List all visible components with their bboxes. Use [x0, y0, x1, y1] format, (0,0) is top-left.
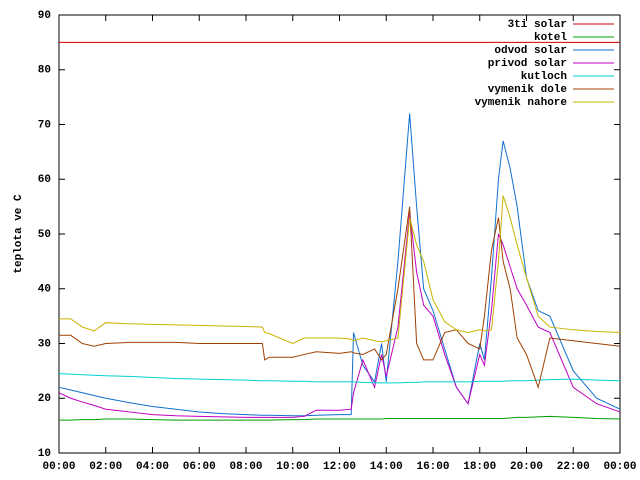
legend-label: privod solar	[488, 58, 567, 70]
x-tick-label: 22:00	[557, 461, 590, 473]
x-tick-label: 10:00	[276, 461, 309, 473]
series-line	[59, 415, 621, 421]
x-tick-label: 00:00	[603, 461, 636, 473]
series-line	[59, 206, 621, 390]
legend-label: kutloch	[521, 71, 567, 83]
y-tick-label: 90	[38, 10, 51, 22]
y-tick-label: 40	[38, 284, 51, 296]
x-tick-label: 04:00	[136, 461, 169, 473]
series-line	[58, 373, 621, 384]
y-tick-label: 30	[38, 338, 51, 350]
x-tick-label: 00:00	[42, 461, 75, 473]
x-tick-label: 14:00	[370, 461, 403, 473]
y-tick-label: 10	[38, 448, 51, 460]
y-tick-label: 80	[38, 65, 51, 77]
series-line	[58, 212, 621, 418]
legend-label: odvod solar	[494, 45, 567, 57]
legend-label: kotel	[534, 32, 567, 44]
series-line	[58, 113, 621, 417]
x-tick-label: 20:00	[510, 461, 543, 473]
legend-label: vymenik nahore	[475, 97, 568, 109]
x-tick-label: 18:00	[463, 461, 496, 473]
x-tick-label: 12:00	[323, 461, 356, 473]
y-tick-label: 20	[38, 393, 51, 405]
y-axis-label: teplota ve C	[13, 194, 25, 274]
x-tick-label: 16:00	[416, 461, 449, 473]
x-tick-label: 06:00	[183, 461, 216, 473]
series-line	[59, 195, 621, 345]
y-tick-label: 50	[38, 229, 51, 241]
legend-label: vymenik dole	[488, 84, 568, 96]
y-tick-label: 60	[38, 174, 51, 186]
x-tick-label: 02:00	[89, 461, 122, 473]
y-tick-label: 70	[38, 119, 51, 131]
x-tick-label: 08:00	[229, 461, 262, 473]
legend-label: 3ti solar	[508, 19, 567, 31]
